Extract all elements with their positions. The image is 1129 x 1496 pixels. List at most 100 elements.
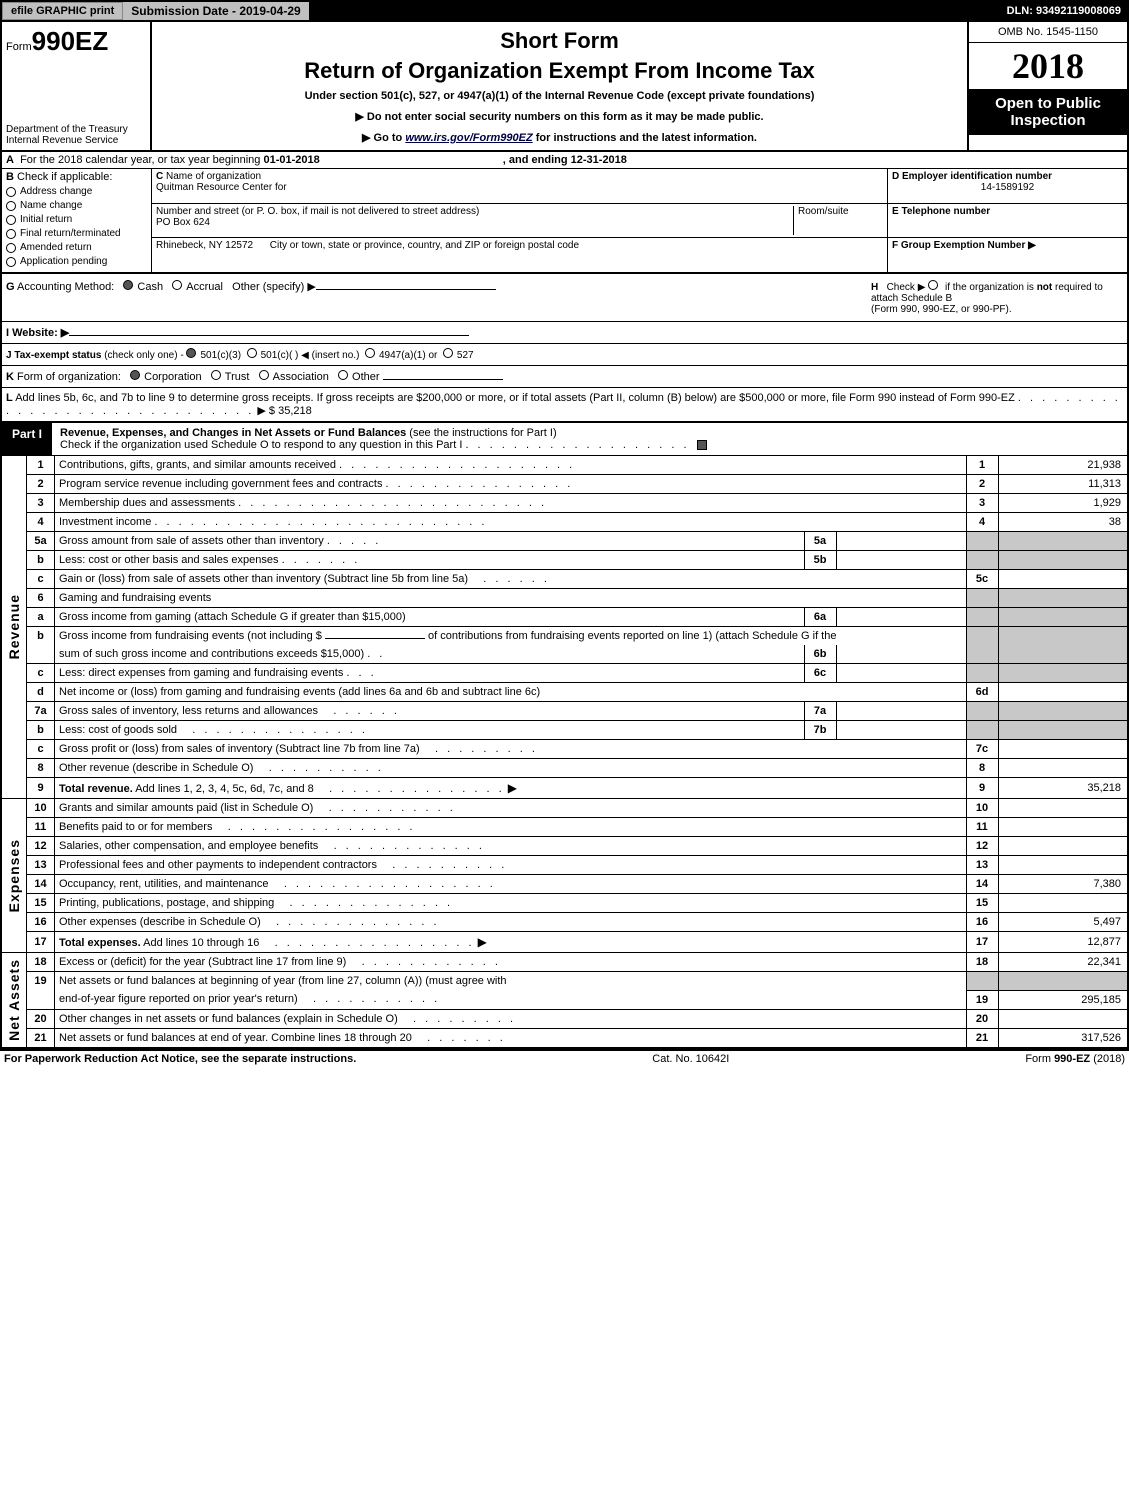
check-application-pending[interactable]	[6, 257, 16, 267]
check-trust[interactable]	[211, 370, 221, 380]
line-6-num: 6	[27, 589, 55, 608]
check-cash[interactable]	[123, 280, 133, 290]
check-other-org[interactable]	[338, 370, 348, 380]
line-5a-ref	[966, 532, 998, 551]
check-name-change[interactable]	[6, 201, 16, 211]
header-center: Short Form Return of Organization Exempt…	[152, 22, 967, 150]
header-right: OMB No. 1545-1150 2018 Open to Public In…	[967, 22, 1127, 150]
part1-label: Part I	[2, 423, 52, 455]
form-number: 990EZ	[32, 26, 109, 56]
lbl-other-specify: Other (specify) ▶	[232, 281, 316, 293]
line-12-num: 12	[27, 837, 55, 856]
check-4947[interactable]	[365, 348, 375, 358]
check-final-return[interactable]	[6, 229, 16, 239]
check-association[interactable]	[259, 370, 269, 380]
line-5a-val	[998, 532, 1128, 551]
part1-header: Part I Revenue, Expenses, and Changes in…	[0, 423, 1129, 456]
line-5a-num: 5a	[27, 532, 55, 551]
line-6b-mid: 6b	[804, 645, 836, 664]
footer-center: Cat. No. 10642I	[652, 1053, 729, 1065]
line-10-desc: Grants and similar amounts paid (list in…	[55, 799, 967, 818]
line-20-desc: Other changes in net assets or fund bala…	[55, 1009, 967, 1028]
line-21-val: 317,526	[998, 1028, 1128, 1048]
line-19-ref: 19	[966, 990, 998, 1009]
l-amount: $ 35,218	[269, 405, 312, 417]
part1-title-text: Revenue, Expenses, and Changes in Net As…	[60, 427, 406, 439]
line-8-ref: 8	[966, 759, 998, 778]
k-text: Form of organization:	[17, 371, 121, 383]
group-exemption-box: F Group Exemption Number ▶	[888, 238, 1127, 272]
j-text: (check only one) -	[104, 350, 183, 361]
ein-box: D Employer identification number 14-1589…	[888, 169, 1127, 204]
irs-link[interactable]: www.irs.gov/Form990EZ	[405, 132, 532, 144]
check-initial-return[interactable]	[6, 215, 16, 225]
line-7a-midval	[836, 702, 966, 721]
label-g: G	[6, 281, 15, 293]
check-corporation[interactable]	[130, 370, 140, 380]
line-6c-midval	[836, 664, 966, 683]
efile-print-button[interactable]: efile GRAPHIC print	[2, 2, 123, 20]
line-18-ref: 18	[966, 953, 998, 972]
check-amended-return[interactable]	[6, 243, 16, 253]
line-1-num: 1	[27, 456, 55, 475]
street-value: PO Box 624	[156, 217, 210, 228]
line-5c-desc: Gain or (loss) from sale of assets other…	[55, 570, 967, 589]
footer-left: For Paperwork Reduction Act Notice, see …	[4, 1053, 356, 1065]
col-b: B Check if applicable: Address change Na…	[2, 169, 152, 272]
goto-post: for instructions and the latest informat…	[533, 132, 757, 144]
lbl-corporation: Corporation	[144, 371, 201, 383]
line-16-desc: Other expenses (describe in Schedule O) …	[55, 913, 967, 932]
top-bar: efile GRAPHIC print Submission Date - 20…	[0, 0, 1129, 22]
line-7b-mid: 7b	[804, 721, 836, 740]
line-7c-num: c	[27, 740, 55, 759]
part1-check-text: Check if the organization used Schedule …	[60, 439, 462, 451]
line-1-desc: Contributions, gifts, grants, and simila…	[55, 456, 967, 475]
check-527[interactable]	[443, 348, 453, 358]
lbl-final-return: Final return/terminated	[20, 228, 121, 239]
section-b: B Check if applicable: Address change Na…	[0, 169, 1129, 274]
line-18-num: 18	[27, 953, 55, 972]
line-5a-desc: Gross amount from sale of assets other t…	[55, 532, 805, 551]
line-5b-desc: Less: cost or other basis and sales expe…	[55, 551, 805, 570]
line-12-ref: 12	[966, 837, 998, 856]
dln-number: DLN: 93492119008069	[1001, 2, 1127, 20]
line-10-ref: 10	[966, 799, 998, 818]
lbl-amended-return: Amended return	[20, 242, 92, 253]
check-accrual[interactable]	[172, 280, 182, 290]
check-501c[interactable]	[247, 348, 257, 358]
line-15-num: 15	[27, 894, 55, 913]
line-5a-midval	[836, 532, 966, 551]
line-6a-val	[998, 608, 1128, 627]
line-6d-num: d	[27, 683, 55, 702]
h-box: H Check ▶ if the organization is not req…	[867, 274, 1127, 321]
h-text4: (Form 990, 990-EZ, or 990-PF).	[871, 304, 1012, 315]
name-of-org-label: Name of organization	[166, 171, 261, 182]
line-2-val: 11,313	[998, 475, 1128, 494]
line-2-num: 2	[27, 475, 55, 494]
line-17-desc: Total expenses. Add lines 10 through 16 …	[55, 932, 967, 953]
line-14-ref: 14	[966, 875, 998, 894]
label-d: D Employer identification number	[892, 171, 1052, 182]
check-501c3[interactable]	[186, 348, 196, 358]
line-14-desc: Occupancy, rent, utilities, and maintena…	[55, 875, 967, 894]
label-f: F Group Exemption Number ▶	[892, 240, 1036, 251]
check-h[interactable]	[928, 280, 938, 290]
line-7a-mid: 7a	[804, 702, 836, 721]
line-16-val: 5,497	[998, 913, 1128, 932]
lbl-501c3: 501(c)(3)	[200, 350, 241, 361]
line-11-num: 11	[27, 818, 55, 837]
check-schedule-o[interactable]	[697, 440, 707, 450]
line-19-val: 295,185	[998, 990, 1128, 1009]
line-6c-mid: 6c	[804, 664, 836, 683]
line-6a-mid: 6a	[804, 608, 836, 627]
org-name: Quitman Resource Center for	[156, 182, 287, 193]
check-address-change[interactable]	[6, 187, 16, 197]
line-1-val: 21,938	[998, 456, 1128, 475]
line-18-desc: Excess or (deficit) for the year (Subtra…	[55, 953, 967, 972]
line-6c-num: c	[27, 664, 55, 683]
telephone-box: E Telephone number	[888, 204, 1127, 239]
page-footer: For Paperwork Reduction Act Notice, see …	[0, 1049, 1129, 1067]
lbl-trust: Trust	[225, 371, 250, 383]
line-14-num: 14	[27, 875, 55, 894]
line-15-ref: 15	[966, 894, 998, 913]
